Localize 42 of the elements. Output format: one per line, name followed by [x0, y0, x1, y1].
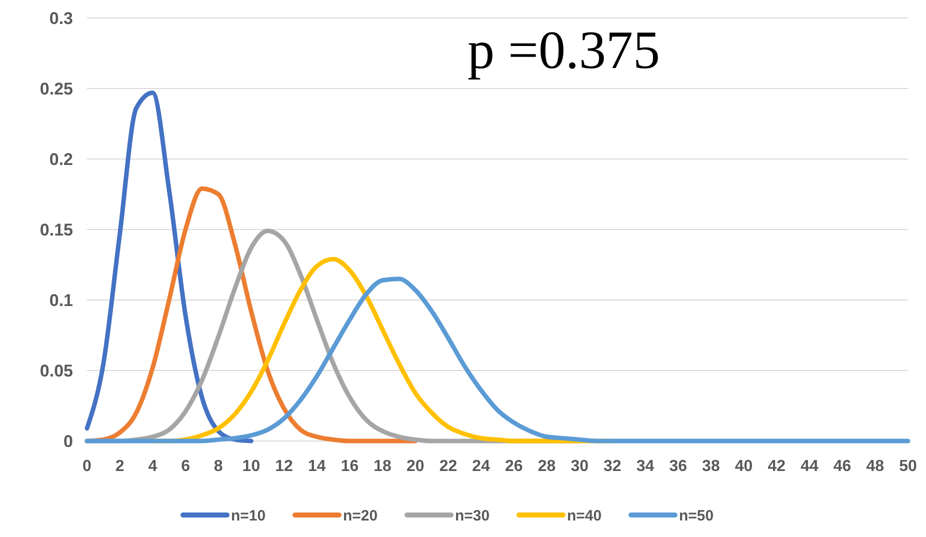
x-tick-label: 12: [275, 458, 294, 475]
legend-label: n=10: [231, 507, 266, 524]
x-tick-label: 8: [214, 458, 223, 475]
y-tick-label: 0.2: [49, 150, 73, 169]
x-tick-label: 44: [800, 458, 818, 475]
x-tick-label: 14: [308, 458, 326, 475]
y-tick-label: 0.25: [40, 79, 73, 98]
chart-title: p =0.375: [468, 20, 660, 80]
x-tick-label: 38: [702, 458, 720, 475]
legend-label: n=40: [567, 507, 602, 524]
x-tick-label: 34: [636, 458, 654, 475]
legend-label: n=20: [343, 507, 378, 524]
line-series: [84, 186, 418, 444]
x-tick-label: 26: [505, 458, 523, 475]
x-tick-label: 28: [538, 458, 556, 475]
y-tick-label: 0.05: [40, 361, 73, 380]
x-tick-label: 50: [899, 458, 917, 475]
x-tick-label: 6: [181, 458, 190, 475]
x-tick-label: 30: [570, 458, 589, 475]
x-tick-label: 16: [340, 458, 359, 475]
x-tick-label: 36: [669, 458, 688, 475]
x-tick-label: 20: [406, 458, 424, 475]
x-tick-label: 24: [472, 458, 490, 475]
x-tick-label: 42: [768, 458, 786, 475]
x-tick-label: 46: [833, 458, 852, 475]
x-tick-label: 4: [148, 458, 158, 475]
x-tick-label: 0: [82, 458, 92, 475]
x-tick-label: 2: [115, 458, 124, 475]
x-tick-label: 40: [734, 458, 753, 475]
legend-label: n=30: [455, 507, 490, 524]
x-tick-label: 10: [242, 458, 260, 475]
x-tick-label: 48: [866, 458, 884, 475]
y-tick-label: 0: [64, 432, 73, 451]
y-tick-label: 0.15: [40, 220, 73, 240]
y-tick-label: 0.1: [49, 290, 73, 310]
line-series: [84, 276, 910, 444]
x-tick-label: 22: [439, 458, 458, 475]
x-tick-label: 32: [604, 458, 622, 475]
y-tick-label: 0.3: [49, 8, 73, 28]
x-tick-label: 18: [374, 458, 392, 475]
legend-label: n=50: [679, 507, 714, 524]
line-series: [84, 90, 254, 444]
